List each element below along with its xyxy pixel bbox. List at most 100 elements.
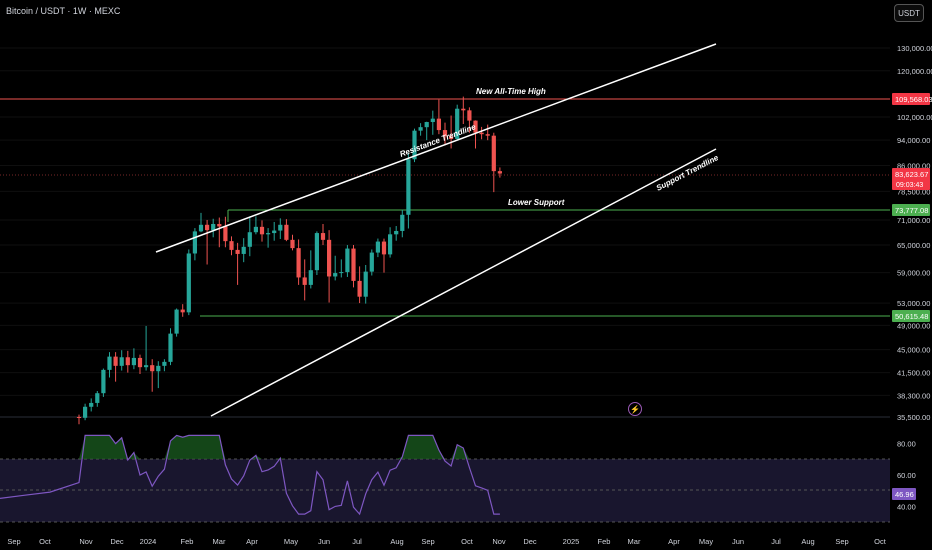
candle — [320, 223, 326, 246]
price-axis[interactable]: 130,000.00 120,000.00 102,000.00 94,000.00 8… — [897, 44, 932, 422]
candle — [192, 228, 197, 261]
price-tick-label: 45,000.00 — [897, 346, 930, 355]
price-tick-label: 38,300.00 — [897, 391, 930, 400]
candle — [388, 227, 393, 258]
candle — [436, 99, 441, 135]
candle — [150, 359, 155, 392]
rsi-value-label: 46.96 — [892, 488, 916, 500]
currency-button[interactable]: USDT — [894, 4, 924, 22]
candle — [198, 212, 204, 233]
time-tick-label: Dec — [523, 537, 537, 546]
time-tick-label: Nov — [79, 537, 93, 546]
candle — [89, 398, 94, 412]
candle — [223, 216, 228, 248]
svg-text:83,623.67: 83,623.67 — [895, 170, 928, 179]
candle — [229, 236, 234, 256]
time-tick-label: 2025 — [563, 537, 580, 546]
time-tick-label: May — [699, 537, 713, 546]
candle — [424, 121, 429, 141]
price-tick-label: 130,000.00 — [897, 44, 932, 53]
time-tick-label: Oct — [39, 537, 52, 546]
time-tick-label: Aug — [801, 537, 814, 546]
candle — [369, 249, 374, 276]
candle — [351, 245, 356, 288]
price-tick-label: 102,000.00 — [897, 113, 932, 122]
candle — [95, 390, 100, 407]
candle — [205, 219, 210, 265]
candle — [186, 249, 191, 316]
candle — [180, 304, 185, 317]
rsi-tick-label: 40.00 — [897, 502, 916, 511]
candle — [113, 352, 118, 382]
candle — [107, 352, 112, 378]
time-tick-label: Sep — [7, 537, 20, 546]
candle — [296, 239, 301, 285]
time-tick-label: Sep — [421, 537, 434, 546]
candle — [162, 359, 167, 372]
support-50k-label: 50,615.48 — [892, 310, 930, 322]
support-trendline[interactable] — [210, 148, 717, 417]
candle — [467, 107, 472, 133]
candle — [333, 255, 338, 281]
price-tick-label: 65,000.00 — [897, 241, 930, 250]
svg-text:73,777.08: 73,777.08 — [895, 206, 928, 215]
candle — [394, 226, 399, 241]
rsi-overbought-fill — [0, 435, 500, 459]
price-tick-label: 53,000.00 — [897, 299, 930, 308]
candle — [131, 348, 136, 370]
time-tick-label: Oct — [874, 537, 887, 546]
candle — [211, 218, 216, 238]
candle — [266, 228, 271, 248]
lower-support-annotation: Lower Support — [508, 198, 565, 207]
time-tick-label: Sep — [835, 537, 848, 546]
time-tick-label: Feb — [598, 537, 611, 546]
candle — [278, 218, 283, 239]
candle — [76, 414, 82, 425]
candle — [125, 350, 130, 373]
candle — [272, 221, 277, 241]
candlestick-series — [76, 96, 502, 425]
candle — [137, 354, 143, 374]
price-tick-label: 78,500.00 — [897, 187, 930, 196]
candle — [168, 328, 173, 366]
time-tick-label: Feb — [181, 537, 194, 546]
candle — [442, 122, 448, 146]
time-tick-label: May — [284, 537, 298, 546]
time-tick-label: Nov — [492, 537, 506, 546]
candle — [314, 231, 319, 276]
rsi-tick-label: 60.00 — [897, 471, 916, 480]
lightning-icon[interactable]: ⚡ — [628, 402, 642, 416]
ath-price-label: 109,568.03 — [892, 93, 932, 105]
candle — [101, 368, 106, 397]
candle — [308, 250, 313, 289]
candle — [156, 361, 161, 389]
rsi-axis[interactable]: 80.00 60.00 40.00 — [897, 439, 916, 511]
price-tick-label: 94,000.00 — [897, 136, 930, 145]
candle — [375, 238, 380, 258]
new-ath-annotation: New All-Time High — [476, 87, 546, 96]
candle — [290, 234, 295, 251]
price-tick-label: 35,500.00 — [897, 413, 930, 422]
time-tick-label: Oct — [461, 537, 474, 546]
candle — [455, 104, 460, 141]
candle — [339, 259, 344, 278]
time-tick-label: 2024 — [140, 537, 157, 546]
candle — [302, 259, 307, 301]
time-axis[interactable]: Sep Oct Nov Dec 2024 Feb Mar Apr May Jun Jul Aug Sep… — [7, 537, 886, 546]
candle — [430, 110, 435, 135]
svg-text:50,615.48: 50,615.48 — [895, 312, 928, 321]
candle — [357, 266, 362, 304]
price-tick-label: 41,500.00 — [897, 369, 930, 378]
time-tick-label: Mar — [628, 537, 641, 546]
resistance-trendline[interactable] — [155, 43, 717, 253]
candle — [259, 220, 265, 242]
candle — [381, 238, 387, 273]
support-73k-label: 73,777.08 — [892, 204, 930, 216]
current-price-label: 83,623.67 09:03:43 — [892, 168, 930, 190]
candle — [144, 325, 149, 371]
time-tick-label: Apr — [668, 537, 680, 546]
candle — [217, 217, 222, 248]
time-tick-label: Jun — [732, 537, 744, 546]
time-tick-label: Apr — [246, 537, 258, 546]
